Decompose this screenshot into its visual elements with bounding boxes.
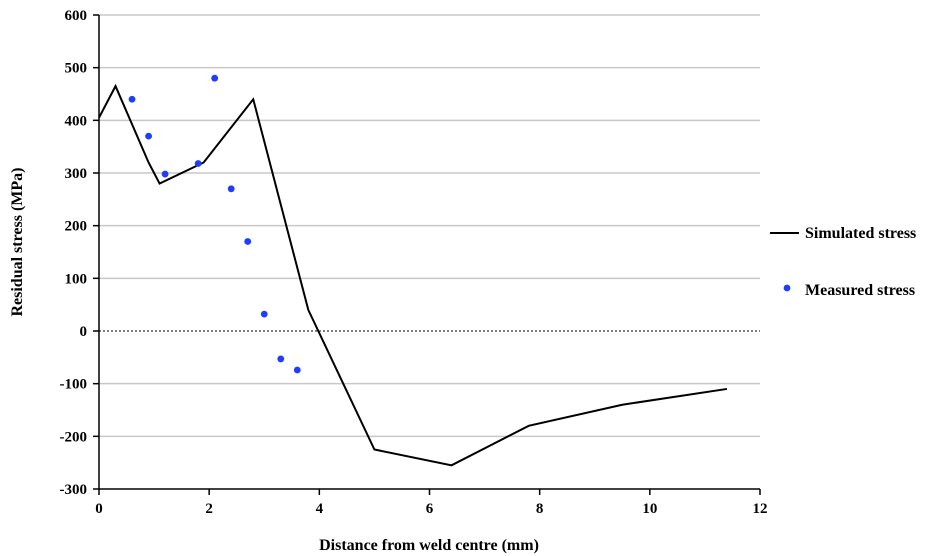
measured-stress-point xyxy=(211,74,219,82)
series xyxy=(98,74,728,467)
legend-label: Simulated stress xyxy=(805,225,916,242)
y-tick-label: -300 xyxy=(60,482,88,498)
y-tick-label: 400 xyxy=(65,113,88,129)
x-tick-label: 6 xyxy=(426,501,434,517)
measured-stress-point xyxy=(145,132,152,140)
y-tick-label: 600 xyxy=(65,8,88,24)
x-tick-label: 2 xyxy=(205,501,213,517)
x-tick-label: 12 xyxy=(753,501,768,517)
axes xyxy=(93,14,761,495)
x-tick-label: 8 xyxy=(536,501,544,517)
measured-stress-point xyxy=(244,238,252,245)
x-tick-label: 4 xyxy=(316,501,324,517)
measured-stress-point xyxy=(161,170,169,178)
legend-dot-swatch xyxy=(783,284,791,292)
y-tick-label: -100 xyxy=(60,377,88,393)
simulated-stress-line xyxy=(98,83,728,467)
legend: Simulated stress Measured stress xyxy=(770,225,916,299)
measured-stress-point xyxy=(227,185,235,193)
legend-label: Measured stress xyxy=(805,282,915,299)
y-tick-label: 500 xyxy=(65,61,88,77)
measured-stress-point xyxy=(128,95,136,103)
tick-labels: 600 500 400 300 200 100 0 -100 -200 -300 0 2 4 6 8 10 12 xyxy=(60,8,768,517)
measured-stress-point xyxy=(293,366,301,374)
x-axis-title: Distance from weld centre (mm) xyxy=(319,537,539,554)
x-tick-label: 10 xyxy=(642,501,657,517)
y-tick-label: -200 xyxy=(60,429,88,445)
y-tick-label: 100 xyxy=(65,271,88,287)
measured-stress-point xyxy=(260,310,268,318)
y-tick-label: 200 xyxy=(65,219,88,235)
x-tick-label: 0 xyxy=(95,501,103,517)
y-tick-label: 300 xyxy=(65,166,88,182)
gridlines xyxy=(99,14,760,438)
y-tick-label: 0 xyxy=(80,324,88,340)
measured-stress-point xyxy=(277,355,285,363)
measured-stress-point xyxy=(194,160,202,167)
y-axis-title: Residual stress (MPa) xyxy=(9,167,26,316)
